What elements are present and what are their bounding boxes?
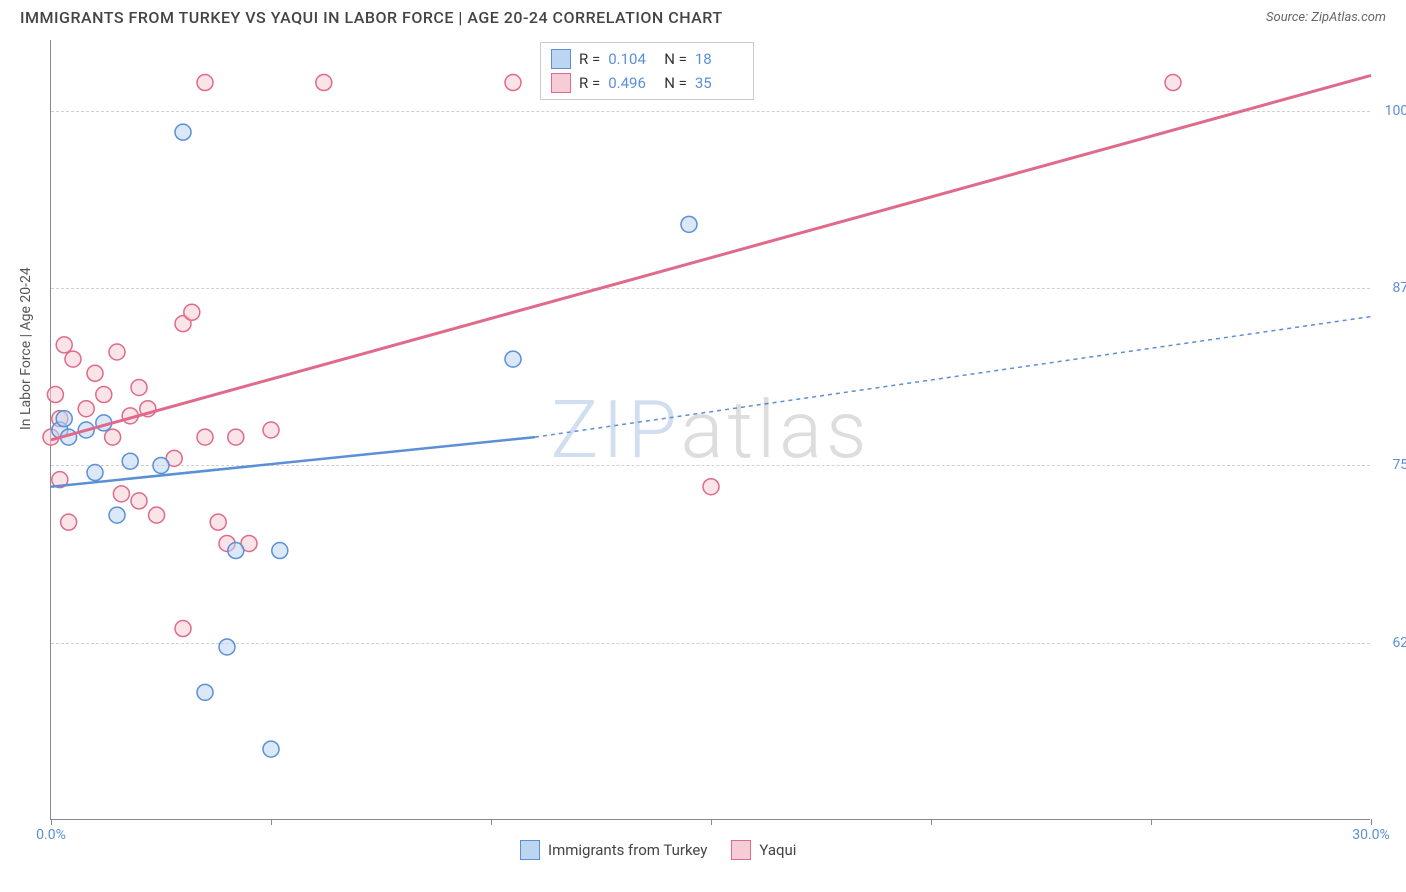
data-point [153, 457, 169, 473]
chart-title: IMMIGRANTS FROM TURKEY VS YAQUI IN LABOR… [20, 8, 723, 27]
x-tick-mark [491, 819, 492, 825]
data-point [56, 337, 72, 353]
legend-item-turkey: Immigrants from Turkey [520, 840, 707, 860]
data-point [149, 507, 165, 523]
data-point [175, 124, 191, 140]
data-point [505, 75, 521, 91]
data-point [228, 543, 244, 559]
data-point [87, 465, 103, 481]
plot-area: 62.5%75.0%87.5%100.0% ZIPatlas 0.0%30.0% [50, 40, 1370, 820]
data-point [65, 351, 81, 367]
x-tick-mark [1371, 819, 1372, 825]
data-point [210, 514, 226, 530]
data-point [175, 621, 191, 637]
data-point [505, 351, 521, 367]
data-point [113, 486, 129, 502]
chart-header: IMMIGRANTS FROM TURKEY VS YAQUI IN LABOR… [0, 0, 1406, 31]
data-point [96, 387, 112, 403]
swatch-yaqui [551, 73, 571, 93]
data-point [109, 507, 125, 523]
data-point [1165, 75, 1181, 91]
data-point [197, 684, 213, 700]
scatter-plot-svg [51, 40, 1370, 819]
data-point [131, 493, 147, 509]
trend-line [535, 317, 1371, 438]
data-point [61, 514, 77, 530]
data-point [263, 741, 279, 757]
data-point [184, 304, 200, 320]
swatch-yaqui [731, 840, 751, 860]
data-point [78, 401, 94, 417]
data-point [228, 429, 244, 445]
data-point [681, 216, 697, 232]
y-tick-label: 87.5% [1375, 280, 1406, 296]
legend-row-yaqui: R = 0.496 N = 35 [551, 71, 743, 95]
data-point [197, 429, 213, 445]
x-tick-mark [931, 819, 932, 825]
data-point [197, 75, 213, 91]
data-point [219, 639, 235, 655]
data-point [87, 365, 103, 381]
x-tick-mark [271, 819, 272, 825]
trend-line [51, 75, 1371, 439]
swatch-turkey [520, 840, 540, 860]
correlation-legend: R = 0.104 N = 18 R = 0.496 N = 35 [540, 42, 754, 100]
y-tick-label: 62.5% [1375, 635, 1406, 651]
data-point [47, 387, 63, 403]
data-point [316, 75, 332, 91]
x-tick-mark [1151, 819, 1152, 825]
series-legend: Immigrants from Turkey Yaqui [520, 840, 796, 860]
data-point [105, 429, 121, 445]
data-point [131, 379, 147, 395]
x-tick-mark [51, 819, 52, 825]
y-tick-label: 100.0% [1375, 103, 1406, 119]
x-tick-label: 0.0% [36, 827, 66, 843]
legend-row-turkey: R = 0.104 N = 18 [551, 47, 743, 71]
x-tick-mark [711, 819, 712, 825]
legend-item-yaqui: Yaqui [731, 840, 796, 860]
x-tick-label: 30.0% [1352, 827, 1390, 843]
data-point [263, 422, 279, 438]
chart-source: Source: ZipAtlas.com [1266, 10, 1386, 25]
data-point [272, 543, 288, 559]
swatch-turkey [551, 49, 571, 69]
data-point [56, 411, 72, 427]
data-point [703, 479, 719, 495]
y-tick-label: 75.0% [1375, 457, 1406, 473]
y-axis-label: In Labor Force | Age 20-24 [18, 267, 34, 430]
data-point [109, 344, 125, 360]
data-point [122, 453, 138, 469]
